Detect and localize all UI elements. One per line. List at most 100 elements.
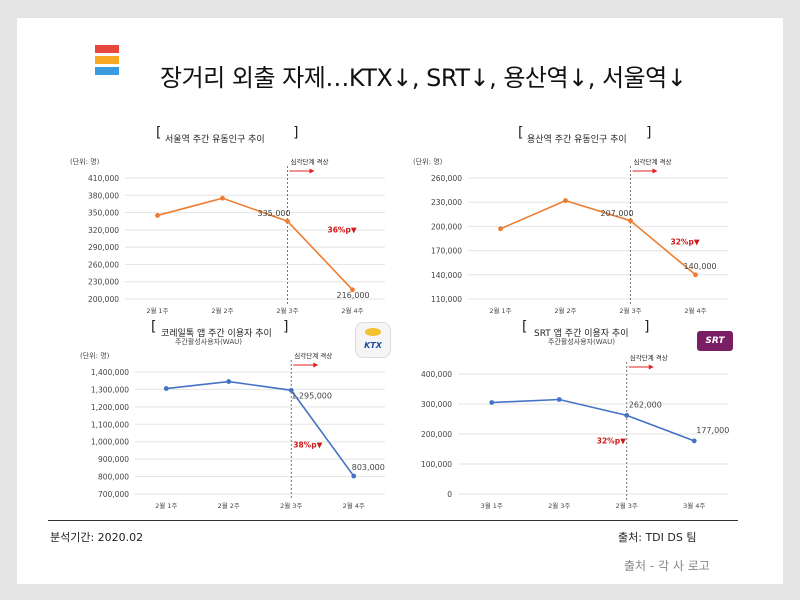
event-annotation: 심각단계 격상: [294, 351, 332, 360]
y-tick-label: 170,000: [431, 247, 462, 256]
data-point: [350, 287, 355, 293]
seoul-station-chart: [ 서울역 주간 유동인구 추이 ] (단위: 명) 410,000 380,000…: [55, 125, 395, 318]
event-arrow-head: [648, 364, 654, 370]
data-point: [226, 379, 232, 384]
y-tick-label: 400,000: [421, 370, 452, 379]
logo-bar-red: [95, 45, 119, 53]
y-tick-label: 410,000: [88, 174, 119, 183]
slide: [17, 18, 783, 584]
event-arrow-head: [309, 168, 315, 174]
footer-divider: [48, 520, 738, 521]
x-tick-label: 2월 2주: [211, 306, 233, 315]
data-source: 출처: TDI DS 팀: [618, 531, 697, 544]
title-bracket-right: ]: [644, 319, 650, 335]
drop-percentage-label: 32%p▼: [671, 238, 700, 247]
data-point: [693, 272, 698, 278]
series-line: [491, 398, 695, 442]
chart-svg: 400,000 300,000 200,000 100,000 0 3월 1주 2월 3주 2…: [421, 353, 729, 510]
data-label: 1,295,000: [291, 391, 332, 400]
ktx-logo: KTX: [355, 322, 391, 358]
chart-subtitle: 주간활성사용자(WAU): [548, 338, 615, 346]
y-tick-label: 300,000: [421, 400, 452, 409]
y-tick-label: 260,000: [88, 260, 119, 269]
y-tick-label: 700,000: [98, 490, 129, 499]
x-tick-label: 2월 4주: [341, 306, 363, 315]
title-bracket-left: [: [156, 125, 162, 141]
chart-title: 서울역 주간 유동인구 추이: [165, 135, 265, 145]
title-bracket-left: [: [522, 319, 528, 335]
data-point: [691, 438, 697, 444]
data-point: [163, 386, 169, 391]
report-logo: [95, 45, 119, 78]
logo-bar-blue: [95, 67, 119, 75]
chart-svg: (단위: 명) 410,000 380,000 350,000 320,000 290,0…: [70, 157, 385, 315]
y-tick-label: 110,000: [431, 295, 462, 304]
y-unit-label: (단위: 명): [413, 157, 443, 166]
y-tick-label: 1,300,000: [91, 385, 129, 394]
event-arrow-head: [313, 362, 319, 368]
y-tick-label: 350,000: [88, 209, 119, 218]
data-label: 216,000: [337, 291, 370, 300]
ktx-logo-mark: [365, 328, 381, 336]
y-tick-label: 380,000: [88, 191, 119, 200]
x-tick-label: 2월 4주: [343, 501, 365, 510]
chart-title: 용산역 주간 유동인구 추이: [527, 135, 627, 145]
title-bracket-left: [: [151, 319, 157, 335]
y-tick-label: 230,000: [431, 198, 462, 207]
data-point: [288, 387, 294, 393]
page-title: 장거리 외출 자제…KTX↓, SRT↓, 용산역↓, 서울역↓: [160, 64, 687, 92]
x-tick-label: 2월 4주: [684, 306, 706, 315]
x-tick-label: 2월 3주: [619, 306, 641, 315]
ktx-logo-text: KTX: [364, 341, 382, 350]
data-point: [351, 473, 357, 479]
y-tick-label: 140,000: [431, 271, 462, 280]
y-unit-label: (단위: 명): [70, 157, 100, 166]
series-line: [157, 197, 354, 291]
y-tick-label: 290,000: [88, 243, 119, 252]
x-tick-label: 2월 3주: [276, 306, 298, 315]
series-line: [500, 199, 697, 276]
y-tick-label: 200,000: [421, 430, 452, 439]
title-bracket-right: ]: [646, 125, 652, 141]
x-tick-label: 3월 4주: [683, 501, 705, 510]
y-tick-label: 100,000: [421, 460, 452, 469]
y-tick-label: 900,000: [98, 455, 129, 464]
data-point: [498, 226, 503, 232]
event-arrow-head: [652, 168, 658, 174]
data-point: [155, 213, 160, 218]
y-unit-label: (단위: 명): [80, 351, 110, 360]
data-label: 140,000: [684, 262, 717, 271]
logo-credit: 출처 - 각 사 로고: [624, 559, 710, 573]
x-tick-label: 2월 3주: [548, 501, 570, 510]
event-annotation: 심각단계 격상: [634, 157, 672, 166]
data-label: 177,000: [696, 426, 729, 435]
data-point: [624, 413, 630, 418]
y-tick-label: 1,100,000: [91, 420, 129, 429]
data-point: [489, 400, 495, 405]
title-bracket-left: [: [518, 125, 524, 141]
data-point: [556, 397, 562, 402]
chart-title: SRT 앱 주간 이용자 추이: [534, 329, 629, 339]
drop-percentage-label: 32%p▼: [597, 437, 626, 446]
srt-app-chart: [ SRT 앱 주간 이용자 추이 주간활성사용자(WAU) ] 400,000…: [398, 319, 738, 517]
y-tick-label: 1,400,000: [91, 368, 129, 377]
y-tick-label: 0: [447, 490, 452, 499]
data-point: [285, 218, 290, 224]
y-tick-label: 1,200,000: [91, 403, 129, 412]
y-tick-label: 320,000: [88, 226, 119, 235]
y-tick-label: 200,000: [88, 295, 119, 304]
drop-percentage-label: 38%p▼: [293, 441, 322, 450]
event-annotation: 심각단계 격상: [291, 157, 329, 166]
data-point: [563, 198, 568, 203]
x-tick-label: 2월 3주: [280, 501, 302, 510]
korail-app-chart: [ 코레일톡 앱 주간 이용자 추이 주간활성사용자(WAU) ] (단위: 명…: [55, 319, 395, 517]
series-line: [166, 380, 355, 477]
data-label: 262,000: [629, 400, 662, 409]
drop-percentage-label: 36%p▼: [328, 225, 357, 234]
x-tick-label: 2월 1주: [489, 306, 511, 315]
chart-svg: (단위: 명) 1,400,000 1,300,000 1,200,000 1,100,…: [80, 351, 385, 510]
logo-bar-orange: [95, 56, 119, 64]
y-tick-label: 200,000: [431, 222, 462, 231]
x-tick-label: 2월 1주: [146, 306, 168, 315]
x-tick-label: 2월 1주: [155, 501, 177, 510]
